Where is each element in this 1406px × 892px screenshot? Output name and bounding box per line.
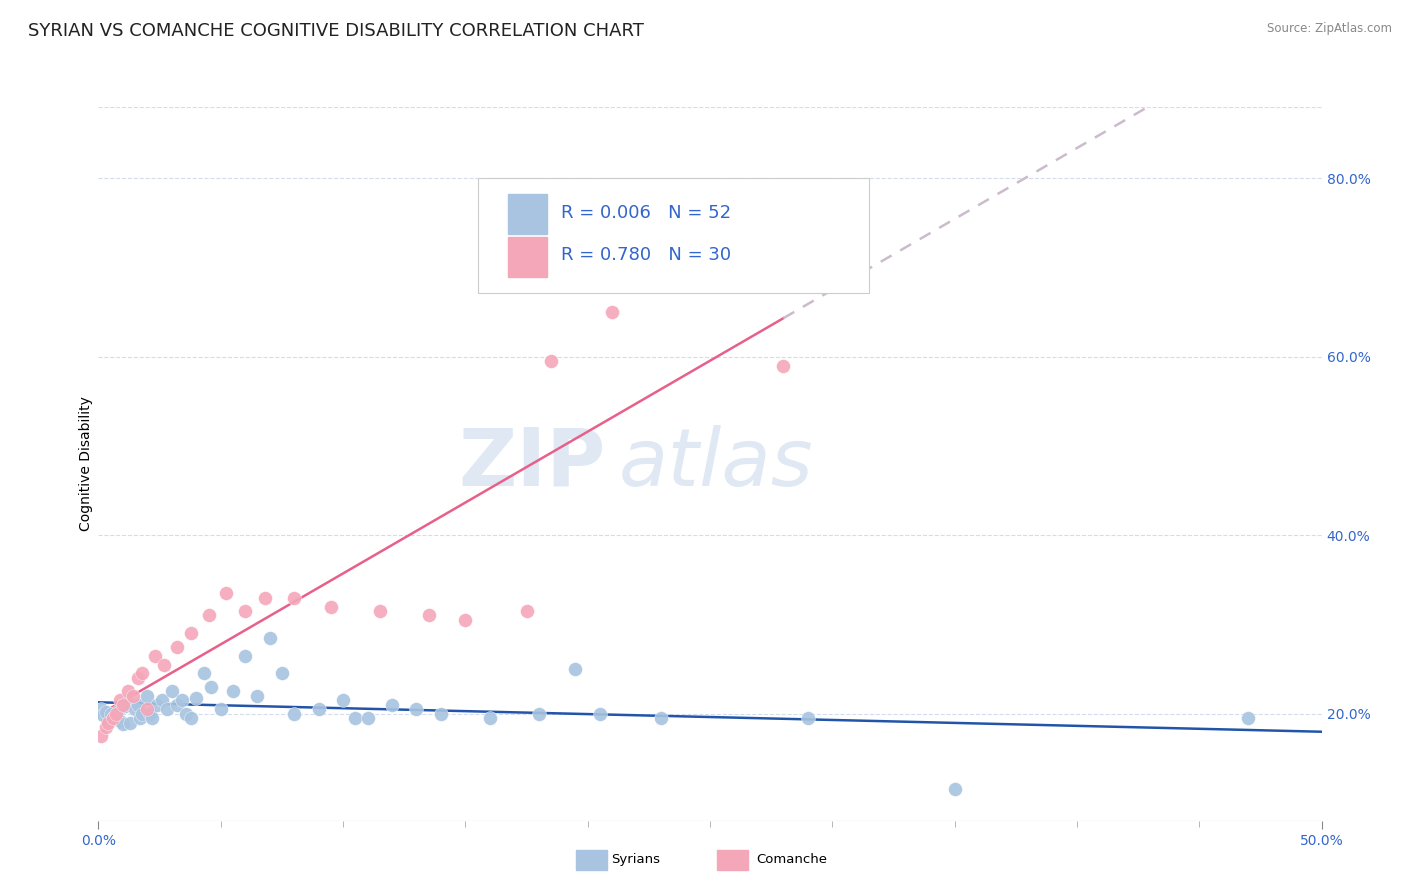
Text: Syrians: Syrians xyxy=(612,854,661,866)
Point xyxy=(233,648,256,663)
Point xyxy=(564,662,586,676)
Point xyxy=(650,256,672,270)
Point xyxy=(418,608,440,623)
Point xyxy=(1237,711,1260,725)
FancyBboxPatch shape xyxy=(478,178,869,293)
Point xyxy=(90,702,112,716)
Y-axis label: Cognitive Disability: Cognitive Disability xyxy=(79,396,93,532)
Point xyxy=(104,708,127,723)
Point xyxy=(170,693,193,707)
Point xyxy=(136,702,159,716)
Point xyxy=(97,715,120,730)
Point xyxy=(111,698,134,712)
Point xyxy=(129,711,152,725)
Point xyxy=(344,711,367,725)
Point xyxy=(166,698,188,712)
Point xyxy=(131,706,153,721)
Point xyxy=(283,706,305,721)
Point xyxy=(270,666,294,681)
Point xyxy=(209,702,232,716)
Point xyxy=(368,604,391,618)
Point xyxy=(117,696,139,710)
Point xyxy=(143,648,166,663)
Point xyxy=(405,702,427,716)
Point xyxy=(136,689,159,703)
Point xyxy=(356,711,378,725)
Point xyxy=(107,704,129,718)
Text: SYRIAN VS COMANCHE COGNITIVE DISABILITY CORRELATION CHART: SYRIAN VS COMANCHE COGNITIVE DISABILITY … xyxy=(28,22,644,40)
Point xyxy=(141,711,163,725)
Text: R = 0.780   N = 30: R = 0.780 N = 30 xyxy=(561,246,731,264)
Text: ZIP: ZIP xyxy=(458,425,606,503)
Point xyxy=(150,693,173,707)
Point xyxy=(650,711,672,725)
Text: Comanche: Comanche xyxy=(756,854,827,866)
Point xyxy=(127,698,149,712)
Text: atlas: atlas xyxy=(619,425,813,503)
Point xyxy=(214,586,236,600)
Point xyxy=(101,711,124,725)
Point xyxy=(233,604,256,618)
Point xyxy=(283,591,305,605)
Point xyxy=(110,693,132,707)
Point xyxy=(139,706,162,721)
Point xyxy=(131,666,153,681)
Point xyxy=(332,693,354,707)
Point xyxy=(120,715,142,730)
Point xyxy=(94,705,117,719)
Point xyxy=(527,706,550,721)
Point xyxy=(381,698,404,712)
Point xyxy=(114,699,136,714)
Point xyxy=(478,711,501,725)
Point xyxy=(253,591,276,605)
Point xyxy=(516,604,538,618)
Point xyxy=(797,711,820,725)
Point xyxy=(100,706,122,721)
Point xyxy=(104,706,127,721)
Point xyxy=(146,698,169,712)
Point xyxy=(111,717,134,731)
Point xyxy=(308,702,330,716)
Point xyxy=(246,689,269,703)
Point xyxy=(193,666,215,681)
Point xyxy=(186,690,208,705)
Point xyxy=(94,720,117,734)
Point xyxy=(153,657,176,672)
Point xyxy=(156,702,179,716)
Point xyxy=(121,689,143,703)
Bar xyxy=(508,194,547,234)
Point xyxy=(176,706,198,721)
Point xyxy=(124,702,146,716)
Bar xyxy=(508,237,547,277)
Text: Source: ZipAtlas.com: Source: ZipAtlas.com xyxy=(1267,22,1392,36)
Point xyxy=(180,711,202,725)
Point xyxy=(540,354,562,368)
Point xyxy=(90,729,112,743)
Point xyxy=(589,706,612,721)
Point xyxy=(319,599,342,614)
Point xyxy=(160,684,183,698)
Point xyxy=(197,608,219,623)
Point xyxy=(101,711,124,725)
Point xyxy=(110,714,132,728)
Point xyxy=(600,305,623,319)
Point xyxy=(222,684,245,698)
Text: R = 0.006   N = 52: R = 0.006 N = 52 xyxy=(561,203,731,221)
Point xyxy=(943,782,966,797)
Point xyxy=(259,631,281,645)
Point xyxy=(180,626,202,640)
Point xyxy=(200,680,222,694)
Point xyxy=(91,708,114,723)
Point xyxy=(117,684,139,698)
Point xyxy=(166,640,188,654)
Point xyxy=(772,359,794,373)
Point xyxy=(127,671,149,685)
Point xyxy=(430,706,453,721)
Point xyxy=(454,613,477,627)
